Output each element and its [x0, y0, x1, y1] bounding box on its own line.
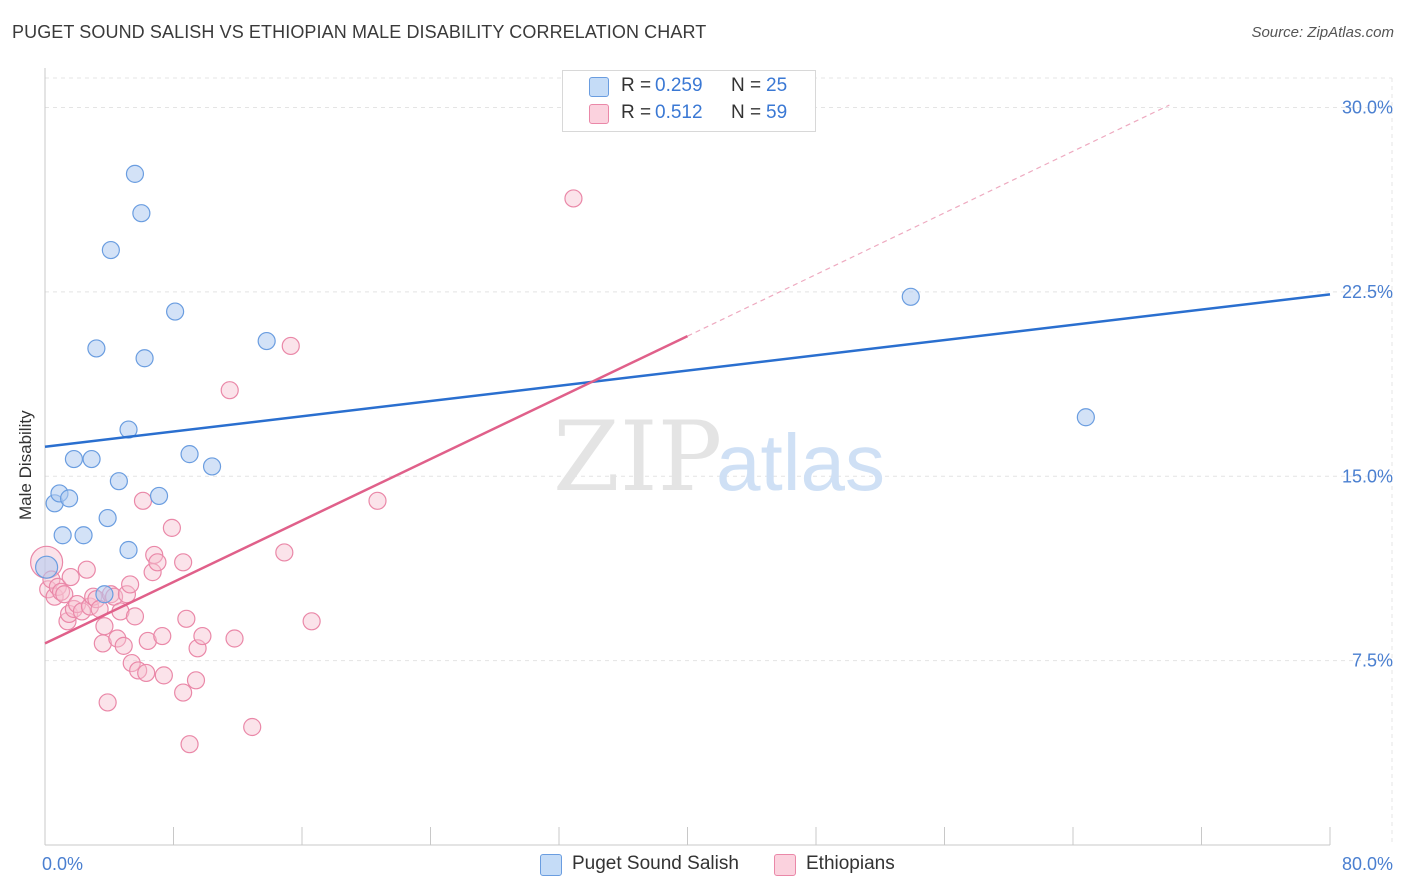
puget-sound-salish-point	[135, 349, 154, 368]
chart-title: PUGET SOUND SALISH VS ETHIOPIAN MALE DIS…	[12, 22, 707, 42]
ethiopians-point	[137, 663, 156, 683]
ethiopians-point	[122, 653, 141, 673]
y-tick-label: 30.0%	[1342, 98, 1393, 118]
ethiopians-point	[177, 609, 196, 628]
ethiopians-point	[108, 629, 127, 648]
legend-r-value: 0.259	[655, 75, 703, 96]
watermark-atlas: atlas	[716, 418, 885, 507]
legend-n-label: N =	[731, 102, 762, 123]
puget-sound-salish-point	[74, 526, 93, 545]
ethiopians-point	[148, 553, 167, 572]
ethiopians-trend-extension	[687, 104, 1170, 337]
puget-trend-line	[44, 293, 1331, 448]
source-label: Source: ZipAtlas.com	[1251, 24, 1394, 41]
ethiopians-point	[174, 553, 193, 572]
puget-sound-salish-point	[901, 287, 920, 306]
correlation-legend: R = 0.259 N = 25 R = 0.512 N = 59	[562, 70, 816, 132]
ethiopians-point	[77, 560, 96, 579]
ethiopians-point	[180, 735, 199, 754]
ethiopians-point	[55, 585, 74, 604]
ethiopians-points	[30, 189, 583, 754]
legend-n-value: 59	[766, 102, 788, 123]
puget-sound-salish-point	[180, 445, 199, 464]
puget-sound-salish-point	[132, 204, 151, 223]
y-tick-label: 7.5%	[1352, 651, 1393, 671]
puget-sound-salish-point	[35, 555, 59, 579]
ethiopians-point	[48, 577, 67, 596]
legend-r-label: R =	[621, 102, 652, 123]
ethiopians-point	[51, 582, 71, 601]
y-tick-label: 22.5%	[1342, 282, 1393, 302]
series-label-puget: Puget Sound Salish	[572, 853, 739, 874]
ethiopians-point	[186, 671, 206, 690]
tick-labels: 7.5% 15.0% 22.5% 30.0% 0.0% 80.0%	[42, 98, 1393, 875]
watermark-zip: ZIP	[553, 401, 722, 513]
puget-sound-salish-point	[257, 331, 276, 351]
ethiopians-point	[95, 617, 114, 636]
ethiopians-point	[243, 717, 262, 737]
puget-sound-salish-point	[125, 164, 145, 183]
ethiopians-point	[225, 629, 244, 648]
blue-swatch-icon	[589, 77, 609, 97]
pink-swatch-icon	[774, 854, 796, 876]
ethiopians-point	[275, 543, 294, 562]
ethiopians-point	[138, 631, 157, 651]
watermark: ZIP atlas	[553, 401, 885, 513]
puget-sound-salish-point	[98, 508, 117, 528]
puget-sound-salish-point	[166, 302, 185, 321]
ethiopians-point	[121, 575, 140, 594]
series-label-ethiopians: Ethiopians	[806, 853, 895, 874]
ethiopians-point	[114, 636, 133, 655]
ethiopians-point	[564, 189, 583, 208]
ethiopians-point	[117, 585, 137, 604]
puget-sound-salish-point	[119, 540, 138, 560]
puget-sound-salish-point	[101, 240, 120, 260]
legend-r-label: R =	[621, 75, 652, 96]
pink-swatch-icon	[589, 104, 609, 124]
legend-n-value: 25	[766, 75, 788, 96]
legend-n-label: N =	[731, 75, 762, 96]
puget-sound-salish-point	[109, 472, 128, 491]
puget-sound-salish-point	[53, 526, 72, 545]
ethiopians-point	[368, 491, 387, 510]
axes	[44, 68, 1331, 846]
ethiopians-point	[154, 666, 173, 685]
ethiopians-point	[125, 607, 145, 626]
ethiopians-point	[153, 626, 172, 646]
puget-sound-salish-points	[35, 164, 1095, 604]
puget-sound-salish-point	[149, 486, 169, 506]
x-tick-label: 80.0%	[1342, 854, 1393, 874]
legend-row-puget: R = 0.259 N = 25	[563, 73, 815, 99]
ethiopians-point	[133, 491, 153, 510]
puget-sound-salish-point	[64, 449, 84, 469]
puget-sound-salish-point	[59, 489, 79, 508]
ethiopians-trend-line	[44, 334, 689, 645]
ethiopians-point	[220, 381, 239, 400]
ethiopians-point	[61, 567, 80, 587]
trend-lines	[44, 104, 1331, 645]
ethiopians-point	[281, 336, 300, 356]
legend-r-value: 0.512	[655, 102, 703, 123]
legend-row-ethiopians: R = 0.512 N = 59	[563, 100, 815, 126]
puget-sound-salish-point	[95, 585, 114, 604]
ethiopians-point	[193, 626, 212, 646]
y-tick-label: 15.0%	[1342, 466, 1393, 486]
puget-sound-salish-point	[82, 449, 101, 469]
ethiopians-point	[174, 683, 193, 702]
ethiopians-point	[98, 693, 117, 712]
puget-sound-salish-point	[1076, 408, 1095, 427]
puget-sound-salish-point	[202, 457, 222, 476]
blue-swatch-icon	[540, 854, 562, 876]
puget-sound-salish-point	[87, 339, 106, 358]
ethiopians-point	[162, 518, 181, 537]
ethiopians-point	[302, 612, 321, 631]
x-tick-label: 0.0%	[42, 854, 83, 874]
